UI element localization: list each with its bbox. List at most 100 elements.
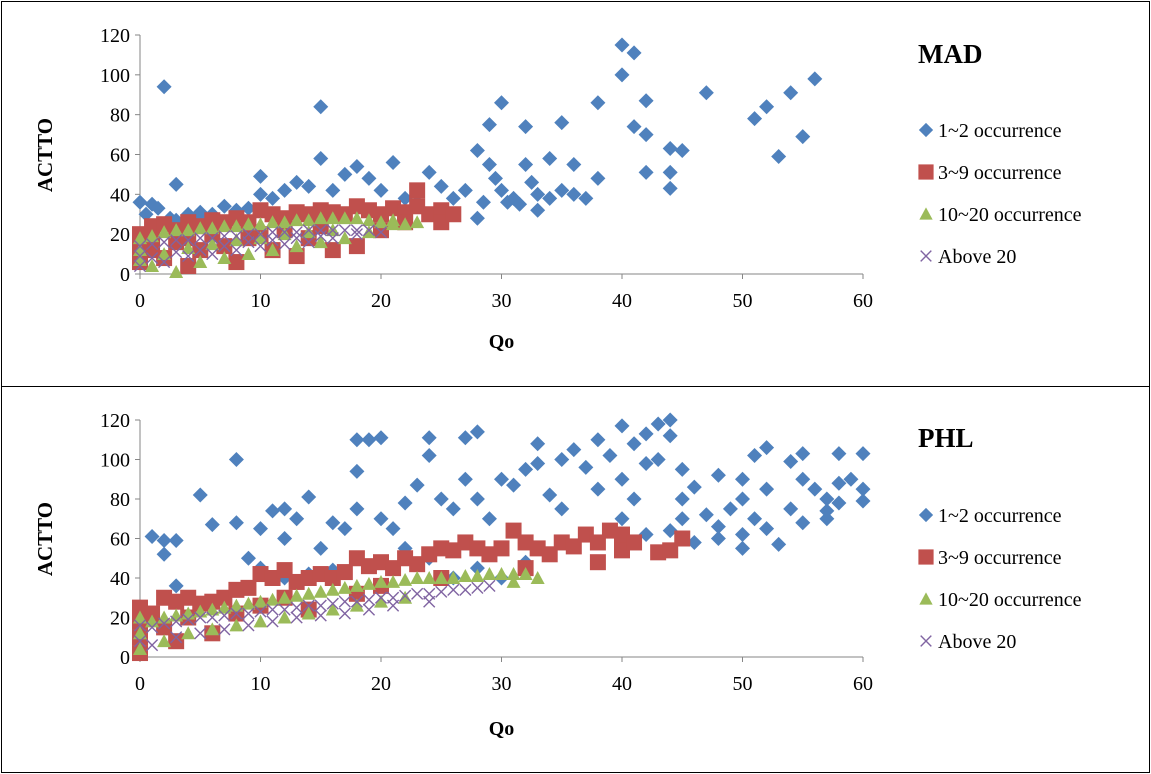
data-point — [410, 215, 425, 229]
data-point — [783, 501, 799, 517]
data-point — [138, 206, 154, 222]
data-point — [421, 546, 438, 563]
data-point — [362, 603, 376, 616]
data-point — [650, 452, 666, 467]
series-x — [133, 224, 388, 273]
data-point — [229, 618, 244, 632]
series-square — [132, 182, 462, 275]
data-point — [206, 232, 219, 245]
data-point — [445, 501, 461, 517]
data-point — [205, 221, 220, 235]
legend-marker — [918, 549, 934, 565]
data-point — [459, 583, 472, 596]
data-point — [710, 467, 726, 483]
data-point — [674, 491, 690, 507]
data-point — [795, 446, 811, 462]
data-point — [240, 579, 257, 596]
data-point — [132, 599, 148, 616]
data-point — [475, 194, 491, 210]
legend-marker — [919, 592, 933, 605]
data-point — [662, 141, 678, 157]
data-point — [290, 601, 303, 614]
data-point — [133, 259, 147, 273]
data-point — [278, 226, 291, 239]
data-point — [229, 233, 244, 247]
data-point — [590, 432, 606, 448]
data-point — [325, 211, 340, 225]
data-point — [385, 560, 402, 577]
data-point — [602, 448, 618, 464]
data-point — [253, 168, 268, 184]
data-point — [530, 436, 546, 452]
data-point — [265, 243, 280, 257]
data-point — [362, 224, 376, 237]
data-point — [819, 511, 835, 527]
data-point — [266, 234, 279, 247]
data-point — [180, 258, 197, 275]
data-point — [614, 67, 630, 83]
data-point — [614, 37, 630, 53]
data-point — [578, 459, 594, 475]
data-point — [469, 424, 485, 440]
data-point — [218, 230, 231, 243]
y-tick-label: 60 — [110, 145, 130, 167]
data-point — [601, 522, 618, 539]
x-tick-label: 10 — [251, 290, 271, 312]
data-point — [423, 595, 436, 608]
data-point — [242, 607, 255, 620]
data-point — [314, 599, 327, 612]
data-point — [204, 212, 221, 229]
data-point — [614, 511, 630, 527]
data-point — [421, 430, 437, 446]
data-point — [349, 463, 365, 479]
data-point — [194, 627, 207, 640]
data-point — [590, 95, 606, 111]
data-point — [206, 611, 219, 624]
data-point — [457, 471, 473, 487]
data-point — [132, 194, 148, 210]
data-point — [240, 230, 257, 247]
data-point — [422, 571, 437, 584]
data-point — [181, 626, 196, 640]
data-point — [457, 182, 473, 198]
data-point — [638, 127, 654, 143]
data-point — [710, 531, 726, 546]
data-point — [150, 200, 166, 216]
data-point — [276, 562, 293, 579]
data-point — [326, 232, 339, 245]
data-point — [577, 526, 594, 543]
y-tick-label: 60 — [110, 529, 130, 551]
data-point — [324, 242, 341, 259]
data-point — [638, 426, 654, 442]
data-point — [169, 265, 184, 278]
data-point — [133, 249, 147, 263]
data-point — [326, 597, 339, 610]
y-tick-label: 20 — [110, 608, 130, 630]
data-point — [506, 567, 521, 580]
data-point — [662, 164, 678, 180]
data-point — [253, 594, 268, 608]
data-point — [483, 579, 496, 592]
data-point — [361, 432, 377, 448]
data-point — [385, 200, 402, 217]
data-point — [771, 148, 787, 164]
data-point — [469, 560, 485, 576]
data-point — [411, 587, 424, 600]
data-point — [168, 532, 184, 548]
data-point — [445, 206, 462, 223]
data-point — [288, 204, 305, 221]
x-tick-label: 40 — [612, 673, 632, 695]
data-point — [481, 156, 497, 172]
series-diamond — [132, 37, 823, 228]
data-point — [337, 521, 353, 537]
data-point — [566, 442, 582, 458]
data-point — [338, 595, 351, 608]
y-tick-label: 40 — [110, 568, 130, 590]
data-point — [289, 174, 305, 190]
data-point — [409, 182, 426, 199]
data-point — [265, 503, 281, 519]
data-point — [301, 225, 316, 239]
x-tick-label: 20 — [371, 290, 391, 312]
data-point — [795, 129, 811, 145]
data-point — [314, 609, 327, 622]
